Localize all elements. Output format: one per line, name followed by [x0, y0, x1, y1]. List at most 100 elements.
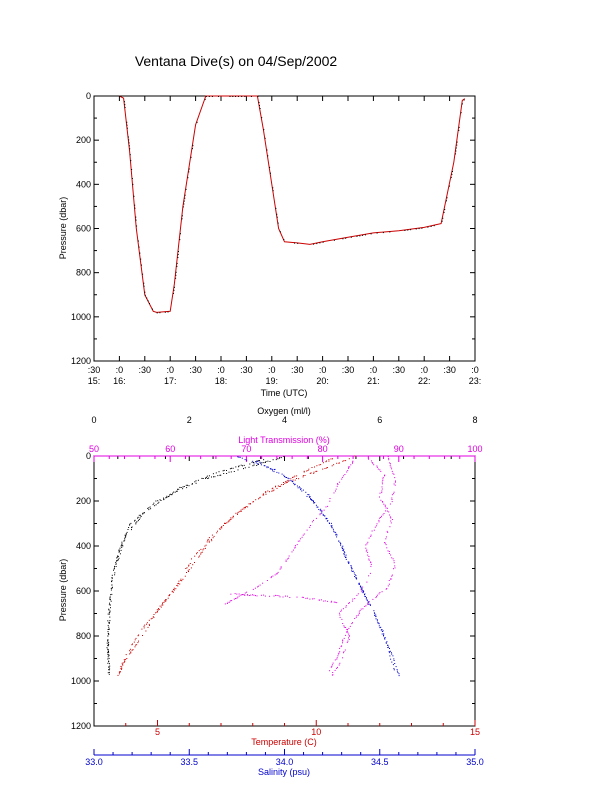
- oxygen-profile-point: [168, 495, 170, 497]
- temperature-profile-point: [196, 552, 198, 554]
- dive-track-point: [433, 225, 435, 227]
- temperature-profile-point: [316, 465, 318, 467]
- oxygen-profile-point: [107, 653, 109, 655]
- temperature-profile-point: [245, 507, 246, 509]
- salinity-profile-point: [256, 460, 258, 462]
- oxygen-profile-point: [208, 475, 210, 477]
- oxygen-tick-label: 2: [187, 415, 192, 425]
- light-profile-point: [309, 526, 311, 528]
- light-profile-point: [336, 657, 338, 659]
- salinity-profile-point: [318, 509, 320, 510]
- oxygen-profile-point: [157, 502, 159, 504]
- oxygen-profile-point: [240, 464, 242, 466]
- temperature-profile-point: [196, 553, 197, 555]
- salinity-profile-point: [343, 554, 345, 556]
- profile-series: [106, 455, 400, 677]
- light-profile-point: [393, 560, 395, 562]
- temperature-profile-point: [296, 478, 297, 479]
- profile-plot-frame: [93, 455, 476, 727]
- temperature-axis: 5 10 15: [125, 720, 480, 737]
- temperature-profile-point: [173, 587, 175, 589]
- oxygen-profile-point: [279, 457, 281, 459]
- dive-track-point: [430, 226, 432, 227]
- light-profile-point: [334, 669, 336, 671]
- salinity-profile-point: [398, 675, 400, 677]
- temperature-profile-point: [123, 661, 125, 663]
- oxygen-profile-point: [107, 662, 109, 664]
- light-profile-point: [230, 593, 232, 595]
- oxygen-profile-point: [222, 470, 224, 472]
- oxygen-profile-point: [107, 635, 109, 637]
- salinity-profile-point: [388, 646, 390, 648]
- temperature-profile-point: [134, 646, 136, 648]
- light-profile-point: [362, 608, 364, 610]
- light-profile-point: [390, 554, 392, 556]
- oxygen-profile-point: [166, 495, 168, 497]
- y-tick-label: 1200: [71, 356, 91, 366]
- temperature-profile-point: [134, 639, 136, 641]
- light-profile-point: [340, 609, 342, 611]
- temperature-profile-point: [265, 493, 267, 495]
- light-profile-point: [394, 484, 396, 486]
- temperature-profile-point: [169, 594, 171, 595]
- temperature-profile-point: [186, 567, 188, 569]
- dive-track-point: [463, 99, 465, 101]
- oxygen-axis-label: Oxygen (ml/l): [257, 406, 311, 416]
- salinity-profile-point: [387, 647, 389, 648]
- oxygen-profile-point: [166, 497, 168, 498]
- dive-track-point: [177, 257, 179, 258]
- light-profile-point: [376, 594, 378, 596]
- oxygen-profile-point: [150, 508, 152, 510]
- dive-track-point: [458, 129, 460, 131]
- dive-track-point: [176, 265, 178, 267]
- light-profile-point: [343, 475, 345, 477]
- light-profile-point: [338, 664, 340, 666]
- salinity-profile-point: [307, 494, 309, 495]
- light-profile-point: [299, 538, 301, 540]
- salinity-profile-point: [360, 588, 362, 590]
- light-profile-point: [357, 593, 359, 595]
- oxygen-profile-point: [147, 507, 149, 509]
- oxygen-profile-point: [149, 506, 151, 508]
- oxygen-profile-point: [125, 534, 127, 536]
- temperature-profile-point: [180, 578, 182, 580]
- oxygen-profile-point: [119, 550, 120, 552]
- light-profile-point: [370, 534, 372, 536]
- dive-track-point: [264, 137, 266, 139]
- salinity-profile-point: [365, 598, 367, 600]
- temperature-profile-point: [237, 513, 238, 515]
- salinity-profile-point: [352, 570, 354, 572]
- dive-track-point: [218, 96, 219, 97]
- dive-track-point: [184, 197, 186, 199]
- temperature-profile-point: [159, 605, 161, 607]
- light-profile-point: [242, 594, 244, 596]
- light-profile-point: [391, 494, 393, 496]
- salinity-profile-point: [356, 578, 358, 580]
- salinity-profile-point: [260, 464, 262, 466]
- oxygen-profile-point: [255, 461, 257, 463]
- light-profile-point: [334, 659, 336, 661]
- temperature-profile-point: [304, 475, 306, 476]
- temperature-profile-point: [143, 625, 145, 627]
- light-profile-point: [350, 464, 352, 466]
- light-profile-point: [391, 470, 393, 472]
- salinity-profile-point: [390, 658, 392, 660]
- dive-track-point: [131, 169, 133, 170]
- temperature-profile-point: [277, 485, 279, 487]
- oxygen-profile-point: [140, 516, 142, 517]
- light-profile-point: [376, 523, 378, 525]
- dive-track-point: [275, 207, 277, 209]
- light-profile-point: [390, 578, 392, 580]
- light-profile-point: [367, 554, 369, 556]
- temperature-profile-point: [336, 462, 338, 464]
- salinity-profile-point: [364, 595, 366, 597]
- salinity-profile-point: [374, 613, 376, 615]
- temperature-profile-point: [174, 589, 175, 591]
- salinity-profile-point: [332, 528, 334, 530]
- temperature-profile-point: [286, 482, 288, 483]
- oxygen-profile-point: [186, 487, 188, 489]
- light-profile-point: [331, 600, 333, 602]
- salinity-profile-point: [345, 556, 347, 558]
- temperature-profile-point: [249, 503, 251, 505]
